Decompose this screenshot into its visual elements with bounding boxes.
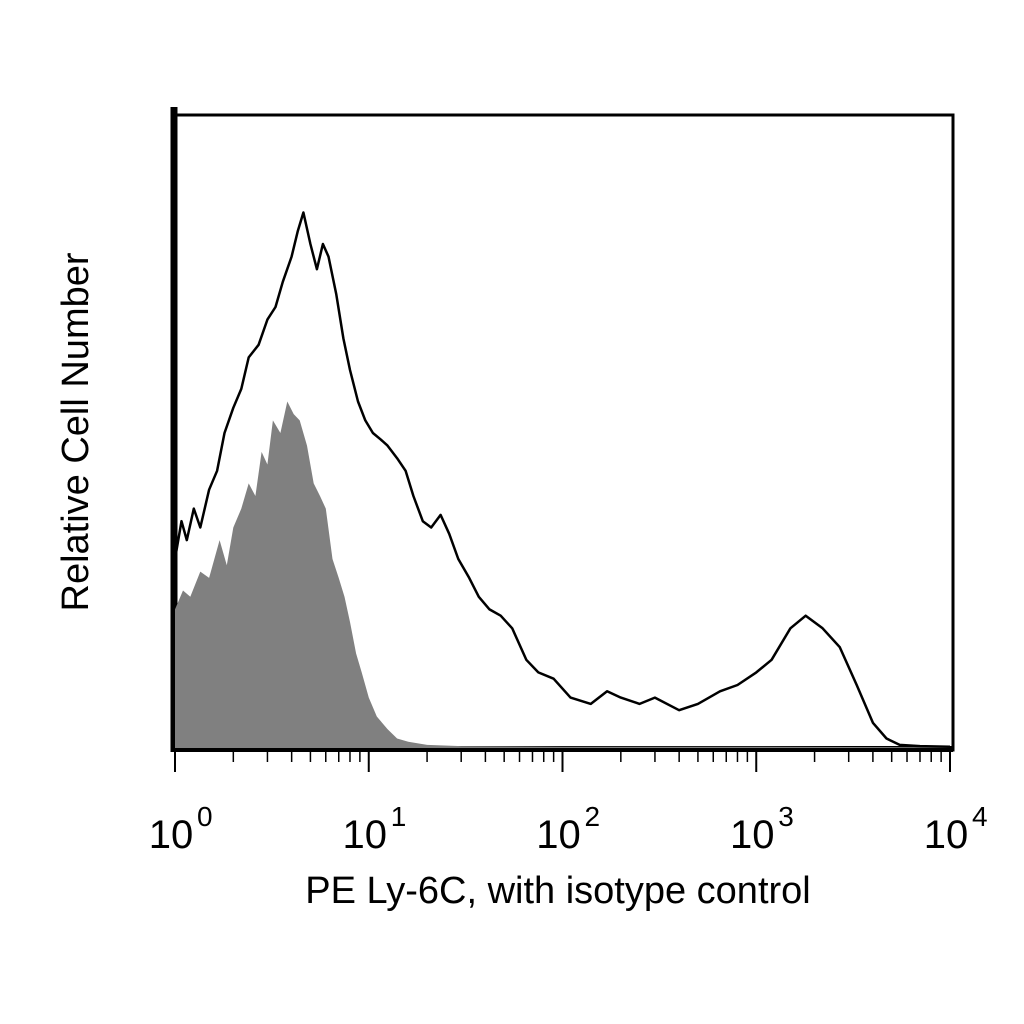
x-ticks: [174, 752, 951, 772]
x-tick-label: 10: [343, 813, 388, 857]
x-axis-title: PE Ly-6C, with isotype control: [305, 870, 810, 912]
x-tick-label: 10: [149, 813, 194, 857]
isotype-control-histogram: [175, 401, 950, 748]
ly6c-stained-histogram: [173, 211, 951, 748]
x-tick-exponent: 2: [585, 801, 601, 832]
x-tick-exponent: 1: [391, 801, 407, 832]
x-tick-label: 10: [536, 813, 581, 857]
series-layer: [173, 211, 951, 748]
x-tick-exponent: 0: [197, 801, 213, 832]
x-tick-label: 10: [924, 813, 969, 857]
x-tick-exponent: 4: [972, 801, 988, 832]
x-tick-labels: 10 0 10 1 10 2 10 3 10 4: [149, 801, 988, 857]
x-tick-label: 10: [730, 813, 775, 857]
y-axis-title: Relative Cell Number: [55, 252, 97, 611]
x-tick-exponent: 3: [778, 801, 794, 832]
